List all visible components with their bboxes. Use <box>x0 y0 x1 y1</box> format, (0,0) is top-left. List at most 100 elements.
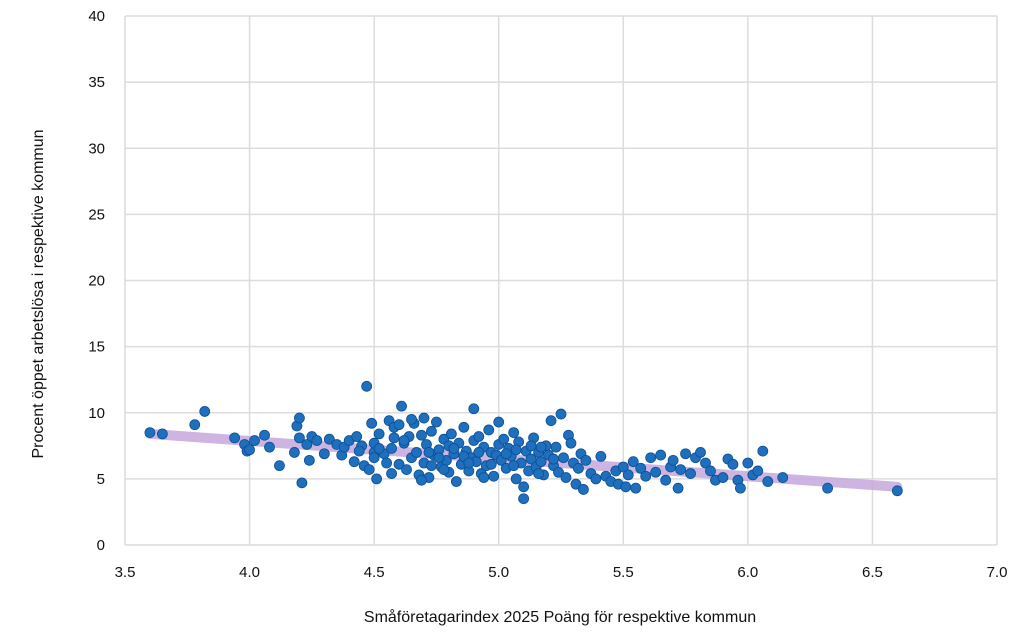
data-point <box>493 416 505 428</box>
data-point <box>416 474 427 486</box>
data-point <box>301 439 313 450</box>
data-point <box>401 464 412 476</box>
data-point <box>558 452 569 464</box>
data-point <box>488 470 500 482</box>
data-point <box>705 465 716 477</box>
data-point <box>189 419 201 431</box>
x-tick-label: 5.5 <box>613 564 634 581</box>
data-point <box>535 441 547 453</box>
data-point <box>371 473 383 485</box>
data-point <box>891 485 903 497</box>
data-point <box>595 450 607 462</box>
data-point <box>667 454 679 466</box>
data-point <box>396 400 407 412</box>
data-point <box>264 441 275 453</box>
y-tick-label: 10 <box>88 405 105 422</box>
data-point <box>388 432 400 444</box>
data-point <box>426 425 437 437</box>
data-point <box>545 415 557 427</box>
data-point <box>548 453 559 465</box>
y-tick-label: 35 <box>88 74 105 91</box>
data-point <box>323 433 335 445</box>
x-axis-title: Småföretagarindex 2025 Poäng för respekt… <box>364 608 756 626</box>
data-point <box>640 470 652 482</box>
y-tick-label: 25 <box>88 206 105 223</box>
tick-labels: 3.5 4.0 4.5 5.0 5.5 6.0 6.5 7.0 0 5 10 15 20 25 30 35 40 <box>88 8 1007 581</box>
data-point <box>700 457 711 469</box>
data-point <box>508 427 520 438</box>
data-point <box>386 443 397 454</box>
data-point <box>353 445 365 457</box>
data-point <box>680 448 691 460</box>
data-point <box>518 481 530 493</box>
x-tick-label: 3.5 <box>115 564 136 581</box>
y-tick-label: 0 <box>97 537 105 554</box>
x-tick-label: 6.5 <box>862 564 883 581</box>
data-point <box>485 458 497 470</box>
data-point <box>259 429 270 441</box>
data-point <box>510 473 522 485</box>
data-point <box>478 472 490 483</box>
y-axis-title: Procent öppet arbetslösa i respektive ko… <box>30 129 47 458</box>
data-point <box>398 435 410 446</box>
data-point <box>500 448 512 460</box>
y-tick-label: 15 <box>88 339 105 356</box>
data-point <box>438 464 450 476</box>
data-point <box>448 443 460 454</box>
data-point <box>630 482 642 494</box>
data-point <box>822 482 833 494</box>
data-point <box>565 437 577 449</box>
data-point <box>386 468 397 479</box>
data-point <box>199 406 211 417</box>
data-point <box>510 444 522 456</box>
data-point <box>244 444 255 456</box>
x-tick-label: 6.0 <box>737 564 758 581</box>
data-point <box>463 457 475 469</box>
data-point <box>296 477 308 489</box>
y-tick-label: 20 <box>88 273 105 290</box>
data-point <box>672 482 684 494</box>
data-point <box>590 473 602 485</box>
data-point <box>617 461 629 473</box>
y-tick-label: 40 <box>88 8 105 25</box>
data-point <box>717 472 729 483</box>
data-point <box>373 428 385 440</box>
data-point <box>508 460 520 472</box>
x-tick-label: 4.5 <box>364 564 385 581</box>
data-point <box>650 466 662 478</box>
data-point <box>777 472 789 483</box>
data-point <box>573 462 584 474</box>
data-point <box>445 428 457 440</box>
data-point <box>289 447 300 458</box>
data-point <box>393 458 405 470</box>
data-point <box>406 413 417 425</box>
data-point <box>229 432 241 444</box>
data-point <box>351 431 363 442</box>
data-point <box>373 443 385 454</box>
data-point <box>366 417 378 429</box>
data-point <box>144 427 156 438</box>
grid-lines <box>124 15 998 546</box>
data-point <box>431 416 442 428</box>
data-point <box>426 460 437 472</box>
data-point <box>361 380 373 392</box>
data-point <box>468 403 480 415</box>
x-tick-label: 5.0 <box>488 564 509 581</box>
data-point <box>762 476 774 487</box>
data-point <box>570 478 582 490</box>
data-point <box>620 481 632 493</box>
data-point <box>393 419 405 431</box>
data-point <box>622 469 634 481</box>
data-point <box>318 448 330 460</box>
data-point <box>348 456 360 468</box>
data-point <box>734 482 746 494</box>
data-point <box>363 464 375 476</box>
data-point <box>555 408 567 420</box>
data-point <box>535 456 547 468</box>
data-point <box>450 476 462 487</box>
data-point <box>578 484 589 495</box>
data-point <box>655 449 667 461</box>
data-point <box>645 452 657 464</box>
data-point <box>635 462 647 474</box>
x-tick-label: 7.0 <box>987 564 1008 581</box>
